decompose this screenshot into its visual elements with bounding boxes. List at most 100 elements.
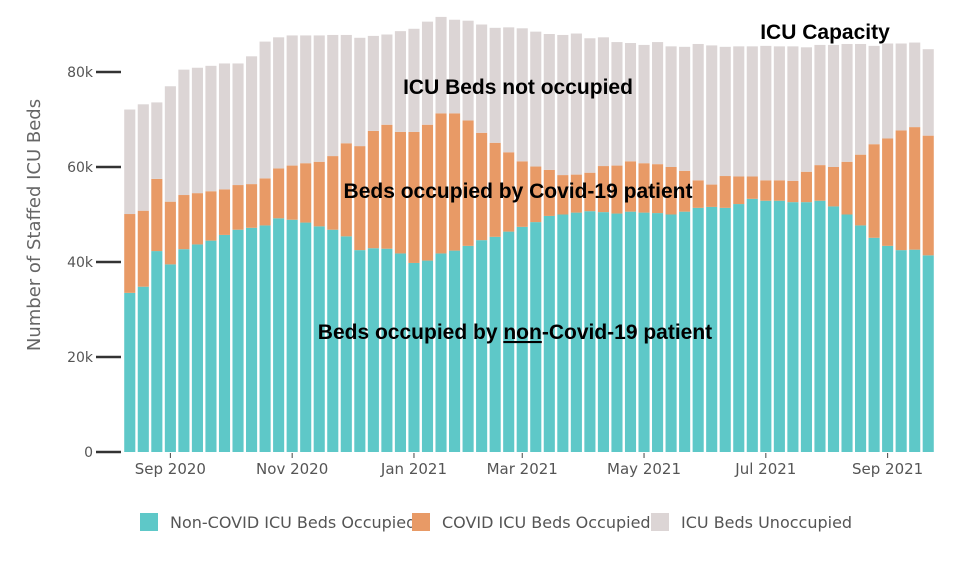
bar-unoccupied xyxy=(638,44,650,164)
bar-non-covid xyxy=(124,292,136,453)
legend-label-non-covid: Non-COVID ICU Beds Occupied xyxy=(170,513,416,532)
bar-stack xyxy=(922,49,934,452)
bar-unoccupied xyxy=(449,19,461,114)
bar-covid xyxy=(191,193,203,245)
bar-unoccupied xyxy=(489,27,501,143)
legend-item-non-covid[interactable]: Non-COVID ICU Beds Occupied xyxy=(140,513,416,532)
bar-covid xyxy=(584,172,596,212)
bar-unoccupied xyxy=(624,43,637,162)
bar-covid xyxy=(218,189,231,235)
bar-covid xyxy=(882,138,894,246)
bars-layer xyxy=(124,16,934,453)
y-tick-label: 40k xyxy=(67,255,94,271)
bar-non-covid xyxy=(706,206,718,452)
bar-unoccupied xyxy=(381,34,393,125)
bar-stack xyxy=(367,35,379,452)
bar-unoccupied xyxy=(679,46,691,171)
bar-stack xyxy=(895,43,907,453)
legend-item-unoccupied[interactable]: ICU Beds Unoccupied xyxy=(651,513,852,532)
bar-unoccupied xyxy=(814,44,826,166)
bar-stack xyxy=(814,44,826,452)
bar-unoccupied xyxy=(827,44,840,167)
bar-covid xyxy=(151,178,163,252)
legend-item-covid[interactable]: COVID ICU Beds Occupied xyxy=(412,513,651,532)
bar-stack xyxy=(882,43,894,452)
bar-stack xyxy=(570,33,582,452)
bar-covid xyxy=(516,161,528,227)
bar-stack xyxy=(313,35,325,452)
bar-unoccupied xyxy=(611,42,623,166)
bar-non-covid xyxy=(367,248,379,452)
bar-stack xyxy=(381,34,393,452)
bar-covid xyxy=(137,210,149,287)
bar-stack xyxy=(746,46,758,452)
bar-stack xyxy=(340,34,352,452)
bar-unoccupied xyxy=(895,43,907,131)
bar-unoccupied xyxy=(530,31,542,167)
bar-non-covid xyxy=(489,236,501,452)
legend-swatch-unoccupied xyxy=(651,513,669,531)
bar-non-covid xyxy=(543,215,555,452)
bar-stack xyxy=(137,104,149,452)
bar-non-covid xyxy=(421,260,434,452)
bar-non-covid xyxy=(773,200,785,452)
bar-covid xyxy=(273,168,285,219)
bar-unoccupied xyxy=(408,28,420,132)
bar-covid xyxy=(706,184,718,207)
bar-unoccupied xyxy=(557,34,569,176)
bar-stack xyxy=(354,37,366,453)
bar-covid xyxy=(746,176,758,199)
x-tick-label: Sep 2020 xyxy=(135,460,206,478)
bar-stack xyxy=(394,31,406,452)
bar-unoccupied xyxy=(286,35,298,166)
bar-stack xyxy=(489,27,501,452)
bar-covid xyxy=(164,201,176,265)
bar-stack xyxy=(827,44,840,452)
bar-unoccupied xyxy=(543,34,555,170)
bar-stack xyxy=(611,42,623,452)
bar-non-covid xyxy=(557,214,569,452)
bar-covid xyxy=(597,166,609,213)
bar-unoccupied xyxy=(435,16,447,114)
bar-stack xyxy=(557,34,569,452)
bar-unoccupied xyxy=(652,42,664,165)
bar-non-covid xyxy=(462,245,474,452)
bar-non-covid xyxy=(178,249,190,452)
bar-covid xyxy=(652,164,664,214)
bar-covid xyxy=(124,214,136,293)
bar-unoccupied xyxy=(367,35,379,131)
bar-stack xyxy=(218,63,231,452)
bar-non-covid xyxy=(692,207,704,452)
bar-non-covid xyxy=(882,245,894,452)
bar-covid xyxy=(922,135,934,256)
bar-covid xyxy=(624,161,637,212)
bar-covid xyxy=(557,175,569,215)
bar-stack xyxy=(421,21,434,452)
bar-covid xyxy=(665,167,677,215)
bar-covid xyxy=(814,165,826,201)
bar-covid xyxy=(246,184,258,228)
y-tick-label: 0 xyxy=(84,445,93,461)
bar-non-covid xyxy=(597,212,609,453)
bar-unoccupied xyxy=(178,69,190,196)
bar-non-covid xyxy=(638,212,650,452)
annotation-covid: Beds occupied by Covid-19 patient xyxy=(344,180,693,203)
bar-non-covid xyxy=(814,200,826,452)
bar-non-covid xyxy=(652,213,664,452)
bar-non-covid xyxy=(922,255,934,452)
bar-covid xyxy=(638,163,650,213)
bar-unoccupied xyxy=(760,45,772,181)
bar-stack xyxy=(300,35,312,452)
bar-non-covid xyxy=(205,240,217,453)
bar-covid xyxy=(435,113,447,254)
bar-unoccupied xyxy=(137,104,149,211)
x-tick-label: Jan 2021 xyxy=(380,460,447,478)
bar-covid xyxy=(530,166,542,223)
bar-covid xyxy=(408,131,420,263)
annotation-non-covid: Beds occupied by non-Covid-19 patient xyxy=(318,321,712,344)
bar-unoccupied xyxy=(124,109,136,215)
bar-unoccupied xyxy=(421,21,434,125)
bar-non-covid xyxy=(841,214,853,452)
bar-stack xyxy=(164,86,176,453)
bar-stack xyxy=(408,28,420,452)
